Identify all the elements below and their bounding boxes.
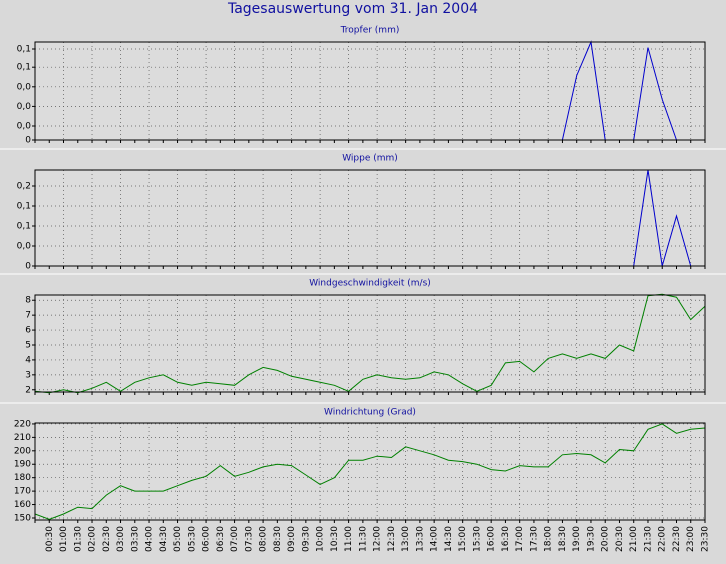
chart-title: Wippe (mm) [342,154,398,164]
y-tick-label: 5 [25,340,31,350]
x-tick-label: 21:00 [629,526,639,552]
x-tick-label: 17:30 [529,526,539,552]
y-tick-label: 8 [25,296,31,306]
y-tick-label: 160 [14,500,31,510]
chart-title: Windgeschwindigkeit (m/s) [309,279,431,289]
x-tick-label: 00:30 [45,526,55,552]
plot-area [35,423,705,520]
y-tick-label: 190 [14,460,31,470]
x-tick-label: 14:30 [444,526,454,552]
plot-area [35,42,705,140]
x-tick-label: 09:00 [287,526,297,552]
y-tick-label: 170 [14,487,31,497]
x-tick-label: 14:00 [430,526,440,552]
x-tick-label: 12:00 [373,526,383,552]
y-tick-label: 0,0 [17,122,32,132]
x-tick-label: 19:00 [572,526,582,552]
plot-border [34,294,706,393]
y-tick-label: 3 [25,370,31,380]
y-tick-label: 150 [14,513,31,523]
y-tick-label: 0 [25,136,31,146]
x-tick-label: 23:30 [701,526,711,552]
x-tick-label: 04:00 [145,526,155,552]
y-tick-label: 0,0 [17,82,32,92]
x-tick-label: 12:30 [387,526,397,552]
x-tick-label: 02:00 [88,526,98,552]
y-tick-label: 0,0 [17,102,32,112]
x-tick-label: 15:00 [458,526,468,552]
x-tick-label: 22:00 [658,526,668,552]
y-tick-label: 0,1 [17,63,31,73]
data-line [561,40,677,141]
x-tick-label: 03:30 [130,526,140,552]
x-tick-label: 09:30 [301,526,311,552]
y-tick-label: 0,0 [17,242,32,252]
x-tick-label: 21:30 [643,526,653,552]
x-tick-label: 15:30 [472,526,482,552]
x-tick-label: 08:00 [259,526,269,552]
x-tick-label: 22:30 [672,526,682,552]
chart-title: Windrichtung (Grad) [324,408,416,418]
page-title: Tagesauswertung vom 31. Jan 2004 [227,1,478,17]
chart-title: Tropfer (mm) [340,26,400,36]
y-tick-label: 200 [14,446,31,456]
x-tick-label: 01:00 [59,526,69,552]
x-tick-label: 13:00 [401,526,411,552]
y-tick-label: 210 [14,433,31,443]
x-tick-label: 23:00 [686,526,696,552]
plot-border [34,169,706,267]
y-tick-label: 4 [25,355,31,365]
y-tick-label: 0,1 [17,45,31,55]
x-tick-label: 01:30 [73,526,83,552]
x-tick-label: 03:00 [116,526,126,552]
plot-area [35,170,705,266]
x-tick-label: 18:30 [558,526,568,552]
x-tick-label: 05:00 [173,526,183,552]
x-tick-label: 13:30 [415,526,425,552]
x-tick-label: 11:00 [344,526,354,552]
y-tick-label: 0,1 [17,202,31,212]
data-line [34,293,706,394]
x-tick-label: 18:00 [544,526,554,552]
x-tick-label: 20:30 [615,526,625,552]
x-tick-label: 02:30 [102,526,112,552]
x-tick-label: 06:30 [216,526,226,552]
x-tick-label: 04:30 [159,526,169,552]
y-tick-label: 0 [25,262,31,272]
x-tick-label: 10:30 [330,526,340,552]
y-tick-label: 2 [25,385,31,395]
x-tick-label: 20:00 [601,526,611,552]
y-tick-label: 0,1 [17,222,31,232]
x-tick-label: 11:30 [358,526,368,552]
x-tick-label: 16:30 [501,526,511,552]
x-tick-label: 10:00 [316,526,326,552]
y-tick-label: 220 [14,419,31,429]
x-tick-label: 19:30 [586,526,596,552]
x-tick-label: 07:00 [230,526,240,552]
plot-border [34,41,706,141]
x-tick-label: 08:30 [273,526,283,552]
data-line [34,423,706,520]
plot-border [34,422,706,521]
x-tick-label: 17:00 [515,526,525,552]
x-tick-label: 05:30 [187,526,197,552]
y-tick-label: 6 [25,326,31,336]
x-tick-label: 06:00 [202,526,212,552]
y-tick-label: 7 [25,311,31,321]
y-tick-label: 180 [14,473,31,483]
x-tick-label: 16:00 [487,526,497,552]
y-tick-label: 0,2 [17,182,31,192]
plot-area [35,295,705,392]
x-tick-label: 07:30 [244,526,254,552]
